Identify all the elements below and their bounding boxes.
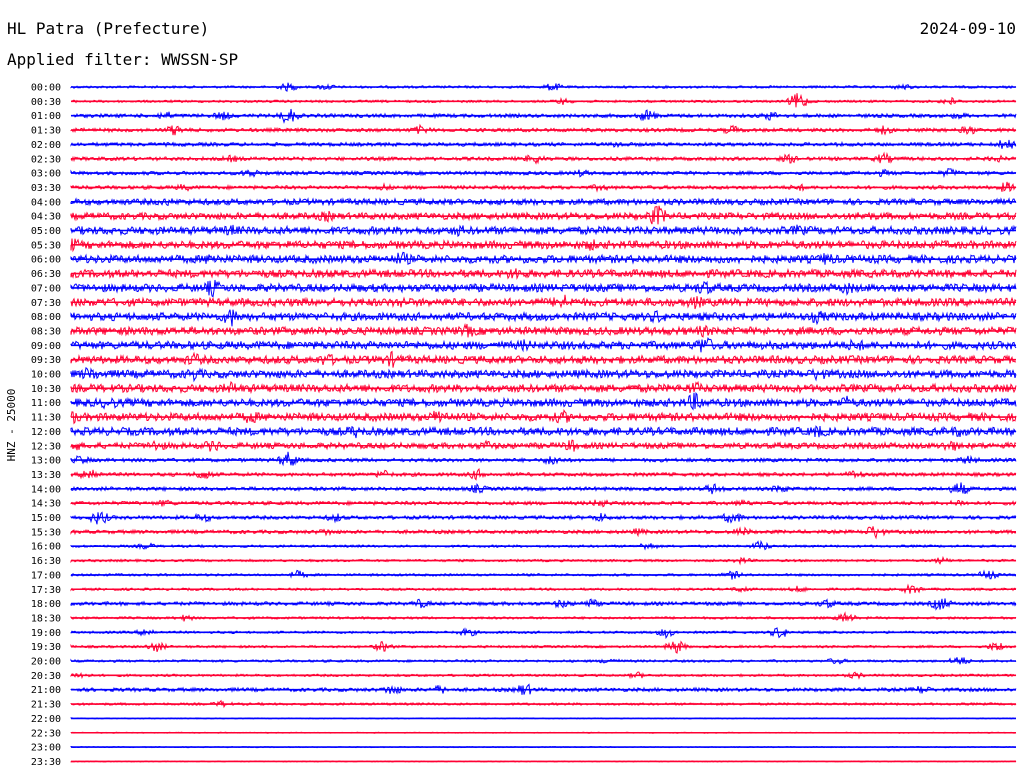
time-tick-label: 03:30 (31, 183, 61, 194)
time-tick-label: 03:00 (31, 169, 61, 180)
time-tick-label: 02:30 (31, 154, 61, 165)
trace-line (70, 451, 1017, 467)
trace-rows: 00:00 00:30 01:00 01:30 02:00 02:30 03:00 03:30… (31, 83, 1017, 768)
time-tick-label: 16:00 (31, 542, 61, 553)
time-tick-label: 19:00 (31, 628, 61, 639)
time-tick-label: 01:30 (31, 126, 61, 137)
time-tick-label: 05:30 (31, 240, 61, 251)
y-axis-label: HNZ - 25000 (5, 389, 18, 462)
time-tick-label: 01:00 (31, 111, 61, 122)
time-tick-label: 18:30 (31, 613, 61, 624)
time-tick-label: 09:30 (31, 355, 61, 366)
time-tick-label: 10:30 (31, 384, 61, 395)
trace-line (70, 322, 1017, 338)
trace-line (70, 224, 1017, 238)
station-title: HL Patra (Prefecture) (7, 19, 210, 38)
time-tick-label: 09:00 (31, 341, 61, 352)
time-tick-label: 11:30 (31, 413, 61, 424)
time-tick-label: 12:00 (31, 427, 61, 438)
time-tick-label: 21:30 (31, 700, 61, 711)
time-tick-label: 04:30 (31, 212, 61, 223)
time-tick-label: 20:30 (31, 671, 61, 682)
time-tick-label: 10:00 (31, 370, 61, 381)
time-tick-label: 07:30 (31, 298, 61, 309)
time-tick-label: 07:00 (31, 283, 61, 294)
time-tick-label: 17:00 (31, 570, 61, 581)
trace-line (70, 350, 1017, 368)
time-tick-label: 04:00 (31, 197, 61, 208)
time-tick-label: 02:00 (31, 140, 61, 151)
time-tick-label: 19:30 (31, 642, 61, 653)
time-tick-label: 00:30 (31, 97, 61, 108)
trace-line (70, 380, 1017, 395)
trace-line (70, 425, 1017, 439)
time-tick-label: 13:30 (31, 470, 61, 481)
time-tick-label: 06:30 (31, 269, 61, 280)
time-tick-label: 00:00 (31, 83, 61, 94)
time-tick-label: 11:00 (31, 398, 61, 409)
time-tick-label: 14:00 (31, 484, 61, 495)
trace-line (70, 238, 1017, 253)
time-tick-label: 18:00 (31, 599, 61, 610)
time-tick-label: 17:30 (31, 585, 61, 596)
time-tick-label: 08:30 (31, 326, 61, 337)
trace-line (70, 205, 1017, 225)
time-tick-label: 23:30 (31, 757, 61, 768)
time-tick-label: 16:30 (31, 556, 61, 567)
trace-line (70, 294, 1017, 310)
time-tick-label: 22:00 (31, 714, 61, 725)
time-tick-label: 14:30 (31, 499, 61, 510)
trace-line (70, 309, 1017, 327)
time-tick-label: 22:30 (31, 728, 61, 739)
time-tick-label: 05:00 (31, 226, 61, 237)
filter-label: Applied filter: WWSSN-SP (7, 50, 239, 69)
time-tick-label: 21:00 (31, 685, 61, 696)
time-tick-label: 15:30 (31, 527, 61, 538)
trace-line (70, 279, 1017, 298)
trace-line (70, 93, 1017, 108)
time-tick-label: 20:00 (31, 657, 61, 668)
trace-line (70, 392, 1017, 411)
time-tick-label: 13:00 (31, 456, 61, 467)
time-tick-label: 15:00 (31, 513, 61, 524)
time-tick-label: 23:00 (31, 743, 61, 754)
time-tick-label: 06:00 (31, 255, 61, 266)
trace-line (70, 139, 1017, 149)
time-tick-label: 08:00 (31, 312, 61, 323)
record-date: 2024-09-10 (919, 19, 1016, 38)
time-tick-label: 12:30 (31, 441, 61, 452)
